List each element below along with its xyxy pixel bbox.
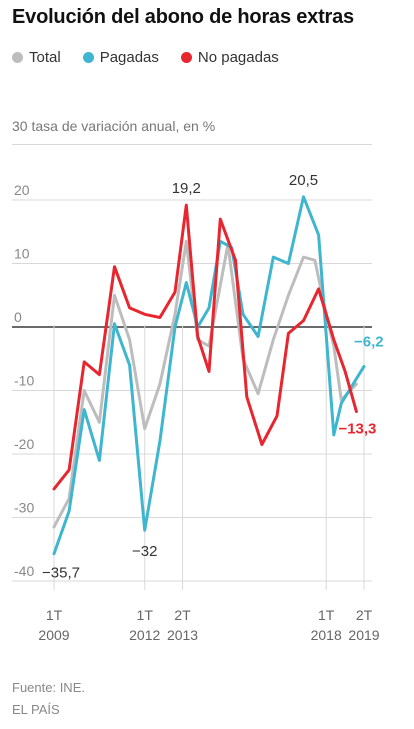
- x-tick-year: 2009: [38, 627, 69, 643]
- y-axis-top-tick: 30: [12, 118, 28, 134]
- legend-item-pagadas: Pagadas: [82, 49, 159, 66]
- data-label: 19,2: [172, 180, 201, 197]
- series-line-total: [52, 239, 358, 529]
- x-tick-year: 2013: [167, 627, 198, 643]
- legend-label-total: Total: [29, 49, 61, 66]
- y-tick-label: 10: [14, 246, 30, 262]
- y-axis-title: 30 tasa de variación anual, en %: [12, 118, 215, 134]
- legend-swatch-pagadas: [82, 52, 94, 63]
- data-label: −6,2: [354, 333, 384, 350]
- legend-swatch-no-pagadas: [180, 52, 192, 63]
- legend-item-no-pagadas: No pagadas: [180, 49, 279, 66]
- y-tick-label: -20: [14, 436, 34, 452]
- y-tick-label: 0: [14, 309, 22, 325]
- x-tick-quarter: 1T: [318, 607, 335, 623]
- y-tick-label: 20: [14, 182, 30, 198]
- y-axis-label: tasa de variación anual, en %: [31, 118, 216, 134]
- x-tick-year: 2012: [129, 627, 160, 643]
- source-note: Fuente: INE.: [12, 680, 85, 695]
- x-tick-quarter: 2T: [174, 607, 191, 623]
- x-tick-quarter: 2T: [356, 607, 373, 623]
- y-tick-label: -10: [14, 373, 34, 389]
- x-tick-quarter: 1T: [46, 607, 63, 623]
- legend-item-total: Total: [12, 49, 61, 66]
- y-tick-label: -40: [14, 563, 34, 579]
- data-label: 20,5: [289, 172, 318, 189]
- publisher-brand: EL PAÍS: [12, 702, 60, 717]
- x-tick-quarter: 1T: [137, 607, 154, 623]
- y-tick-label: -30: [14, 500, 34, 516]
- data-label: −35,7: [42, 565, 80, 582]
- x-tick-year: 2018: [311, 627, 342, 643]
- x-tick-year: 2019: [348, 627, 379, 643]
- legend: Total Pagadas No pagadas: [12, 49, 301, 66]
- series-line-pagadas: [52, 195, 366, 556]
- data-label: −13,3: [338, 420, 376, 437]
- chart-title: Evolución del abono de horas extras: [12, 6, 354, 28]
- data-label: −32: [132, 543, 157, 560]
- series-line-no-pagadas: [52, 203, 358, 491]
- legend-label-pagadas: Pagadas: [99, 49, 159, 66]
- legend-swatch-total: [12, 52, 23, 63]
- legend-label-no-pagadas: No pagadas: [197, 49, 279, 66]
